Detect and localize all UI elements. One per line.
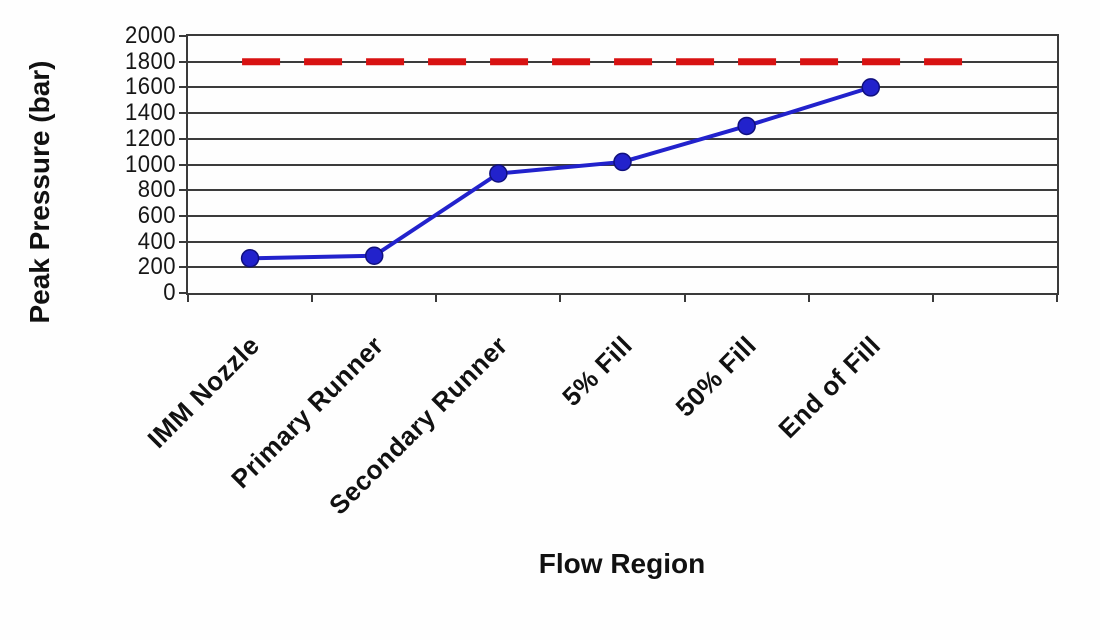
y-tick-label-1600: 1600 xyxy=(125,73,176,101)
y-tick-label-1400: 1400 xyxy=(125,99,176,127)
y-tick-mark-2000 xyxy=(179,35,188,37)
y-tick-label-800: 800 xyxy=(137,176,176,204)
x-tick-mark-5 xyxy=(807,293,810,302)
y-tick-label-2000: 2000 xyxy=(125,22,176,49)
pressure-line xyxy=(250,85,872,261)
x-tick-mark-0 xyxy=(187,293,189,302)
y-tick-mark-1800 xyxy=(179,60,188,63)
x-category-label-6: End of Fill xyxy=(772,330,887,444)
y-tick-label-600: 600 xyxy=(137,201,176,229)
y-tick-mark-0 xyxy=(179,292,188,294)
gridline-1400 xyxy=(188,112,1057,115)
y-tick-label-1000: 1000 xyxy=(125,150,176,178)
x-tick-mark-4 xyxy=(683,293,686,302)
pressure-marker-5 xyxy=(737,116,756,136)
x-tick-mark-3 xyxy=(559,293,562,302)
y-tick-mark-1200 xyxy=(179,137,188,140)
pressure-marker-2 xyxy=(364,246,384,265)
pressure-marker-1 xyxy=(240,249,260,268)
plot-area xyxy=(186,34,1059,295)
x-tick-mark-6 xyxy=(931,293,934,302)
series-layer xyxy=(240,58,983,268)
x-category-label-5: 50% Fill xyxy=(669,330,762,423)
y-tick-mark-1600 xyxy=(179,86,188,89)
pressure-marker-6 xyxy=(861,78,881,97)
gridline-400 xyxy=(188,240,1057,243)
pressure-marker-4 xyxy=(613,152,632,172)
gridline-200 xyxy=(188,266,1057,269)
y-tick-mark-1400 xyxy=(179,112,188,115)
gridline-600 xyxy=(188,214,1057,217)
pressure-marker-3 xyxy=(489,164,508,183)
gridline-1200 xyxy=(188,137,1057,140)
y-tick-mark-1000 xyxy=(179,163,188,166)
y-tick-label-400: 400 xyxy=(137,227,176,255)
y-tick-label-1800: 1800 xyxy=(125,47,176,75)
y-tick-mark-800 xyxy=(179,189,188,192)
x-category-label-1: IMM Nozzle xyxy=(141,330,266,454)
x-tick-mark-7 xyxy=(1056,293,1058,302)
y-tick-mark-600 xyxy=(179,214,188,217)
gridline-800 xyxy=(188,189,1057,192)
x-tick-mark-2 xyxy=(435,293,438,302)
x-category-label-4: 5% Fill xyxy=(555,330,638,412)
y-tick-label-200: 200 xyxy=(137,253,176,281)
y-tick-mark-200 xyxy=(179,266,188,269)
y-tick-mark-400 xyxy=(179,240,188,243)
x-tick-mark-1 xyxy=(311,293,314,302)
y-tick-label-0: 0 xyxy=(163,279,176,306)
gridline-1600 xyxy=(188,86,1057,89)
x-axis-title: Flow Region xyxy=(538,548,706,579)
y-tick-label-1200: 1200 xyxy=(125,124,176,152)
